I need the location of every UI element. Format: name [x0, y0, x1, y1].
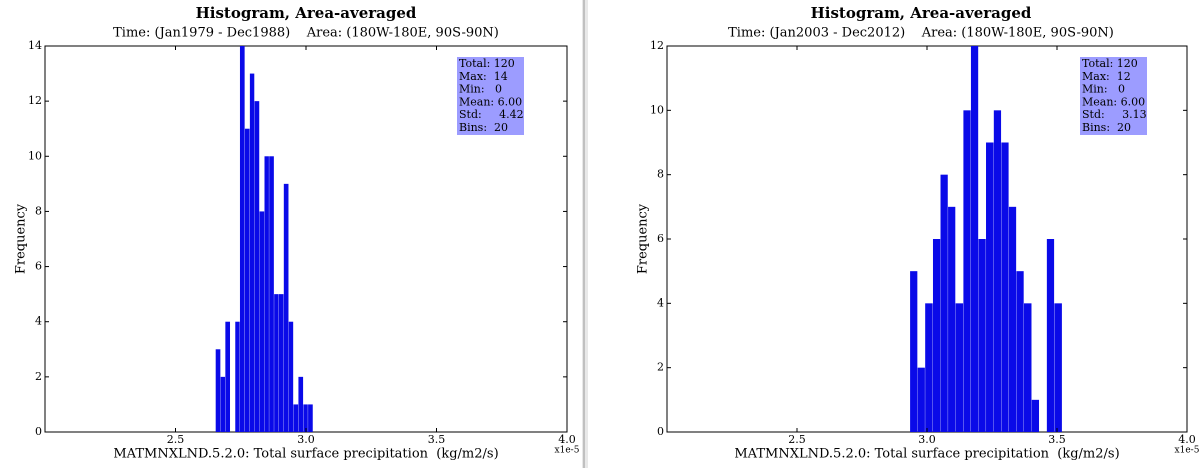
- stats-line: Min: 0: [459, 83, 502, 96]
- x-offset-label: x1e-5: [555, 446, 580, 456]
- stats-line: Max: 14: [459, 70, 508, 83]
- x-tick-label: 3.5: [1048, 433, 1066, 446]
- histogram-bar: [235, 321, 240, 432]
- chart-title: Histogram, Area-averaged: [811, 4, 1032, 22]
- chart-title: Histogram, Area-averaged: [196, 4, 417, 22]
- y-tick-label: 8: [657, 168, 664, 181]
- chart-subtitle: Time: (Jan1979 - Dec1988) Area: (180W-18…: [113, 26, 499, 41]
- stats-line: Bins: 20: [459, 121, 508, 134]
- y-tick-label: 12: [650, 39, 664, 52]
- y-tick-label: 6: [657, 232, 664, 245]
- stats-line: Mean: 6.00: [1082, 95, 1145, 108]
- histogram-bar: [244, 128, 250, 432]
- y-tick-label: 0: [657, 425, 664, 438]
- histogram-bar: [288, 321, 294, 432]
- histogram-bar: [948, 206, 956, 432]
- stats-line: Std: 4.42: [459, 108, 524, 121]
- x-tick-label: 2.5: [788, 433, 806, 446]
- histogram-bar: [254, 101, 260, 433]
- histogram-bar: [1031, 399, 1040, 432]
- histogram-bar: [970, 46, 979, 432]
- histogram-bar: [1001, 142, 1009, 432]
- histogram-bar: [910, 271, 918, 432]
- histogram-bar: [259, 211, 265, 432]
- x-tick-label: 4.0: [558, 433, 576, 446]
- histogram-bar: [993, 110, 1002, 432]
- x-tick-label: 3.0: [918, 433, 936, 446]
- histogram-bar: [1046, 239, 1055, 432]
- y-tick-label: 10: [650, 103, 664, 116]
- histogram-bar: [1016, 271, 1024, 432]
- stats-line: Mean: 6.00: [459, 95, 522, 108]
- panel-divider: [582, 0, 588, 468]
- y-axis-label: Frequency: [636, 203, 651, 274]
- histogram-bar: [283, 183, 289, 432]
- y-tick-label: 2: [35, 370, 42, 383]
- y-axis-label: Frequency: [14, 203, 29, 274]
- stats-line: Max: 12: [1082, 70, 1131, 83]
- histogram-bar: [955, 303, 964, 432]
- y-tick-label: 8: [35, 204, 42, 217]
- histogram-bar: [269, 156, 274, 433]
- y-tick-label: 10: [28, 149, 42, 162]
- y-tick-label: 2: [657, 361, 664, 374]
- x-axis-label: MATMNXLND.5.2.0: Total surface precipita…: [734, 447, 1119, 462]
- histogram-bar: [215, 349, 221, 432]
- histogram-bar: [932, 239, 941, 432]
- histogram-bar: [278, 294, 284, 432]
- histogram-bar: [925, 303, 933, 432]
- stats-line: Total: 120: [459, 57, 515, 70]
- histogram-bar: [986, 142, 994, 432]
- x-tick-label: 3.0: [297, 433, 315, 446]
- y-tick-label: 4: [657, 296, 664, 309]
- x-offset-label: x1e-5: [1175, 446, 1200, 456]
- histogram-bar: [293, 404, 299, 432]
- y-tick-label: 6: [35, 260, 42, 273]
- histogram-bar: [1008, 206, 1017, 432]
- y-tick-label: 0: [35, 425, 42, 438]
- x-tick-label: 4.0: [1178, 433, 1196, 446]
- histogram-bar: [1054, 303, 1062, 432]
- chart-subtitle: Time: (Jan2003 - Dec2012) Area: (180W-18…: [728, 26, 1114, 41]
- histogram-bar: [308, 404, 313, 432]
- stats-box: [457, 57, 524, 135]
- histogram-bar: [978, 239, 986, 432]
- histogram-bar: [249, 73, 255, 433]
- stats-line: Std: 3.13: [1082, 108, 1147, 121]
- histogram-bar: [940, 174, 948, 432]
- y-tick-label: 12: [28, 94, 42, 107]
- stats-line: Bins: 20: [1082, 121, 1131, 134]
- x-tick-label: 3.5: [428, 433, 446, 446]
- histogram-bar: [303, 404, 308, 432]
- stats-line: Total: 120: [1082, 57, 1138, 70]
- x-tick-label: 2.5: [167, 433, 185, 446]
- histogram-bar: [225, 321, 231, 432]
- y-tick-label: 4: [35, 315, 42, 328]
- histogram-bar: [1023, 303, 1032, 432]
- stats-line: Min: 0: [1082, 83, 1125, 96]
- histogram-bar: [963, 110, 971, 432]
- histogram-bar: [239, 46, 245, 432]
- histogram-bar: [917, 367, 925, 432]
- y-tick-label: 14: [28, 39, 42, 52]
- x-axis-label: MATMNXLND.5.2.0: Total surface precipita…: [113, 447, 498, 462]
- histogram-bar: [220, 376, 226, 432]
- stats-box: [1080, 57, 1147, 135]
- histogram-bar: [298, 376, 304, 432]
- histogram-bar: [274, 294, 279, 432]
- histogram-bar: [264, 156, 269, 433]
